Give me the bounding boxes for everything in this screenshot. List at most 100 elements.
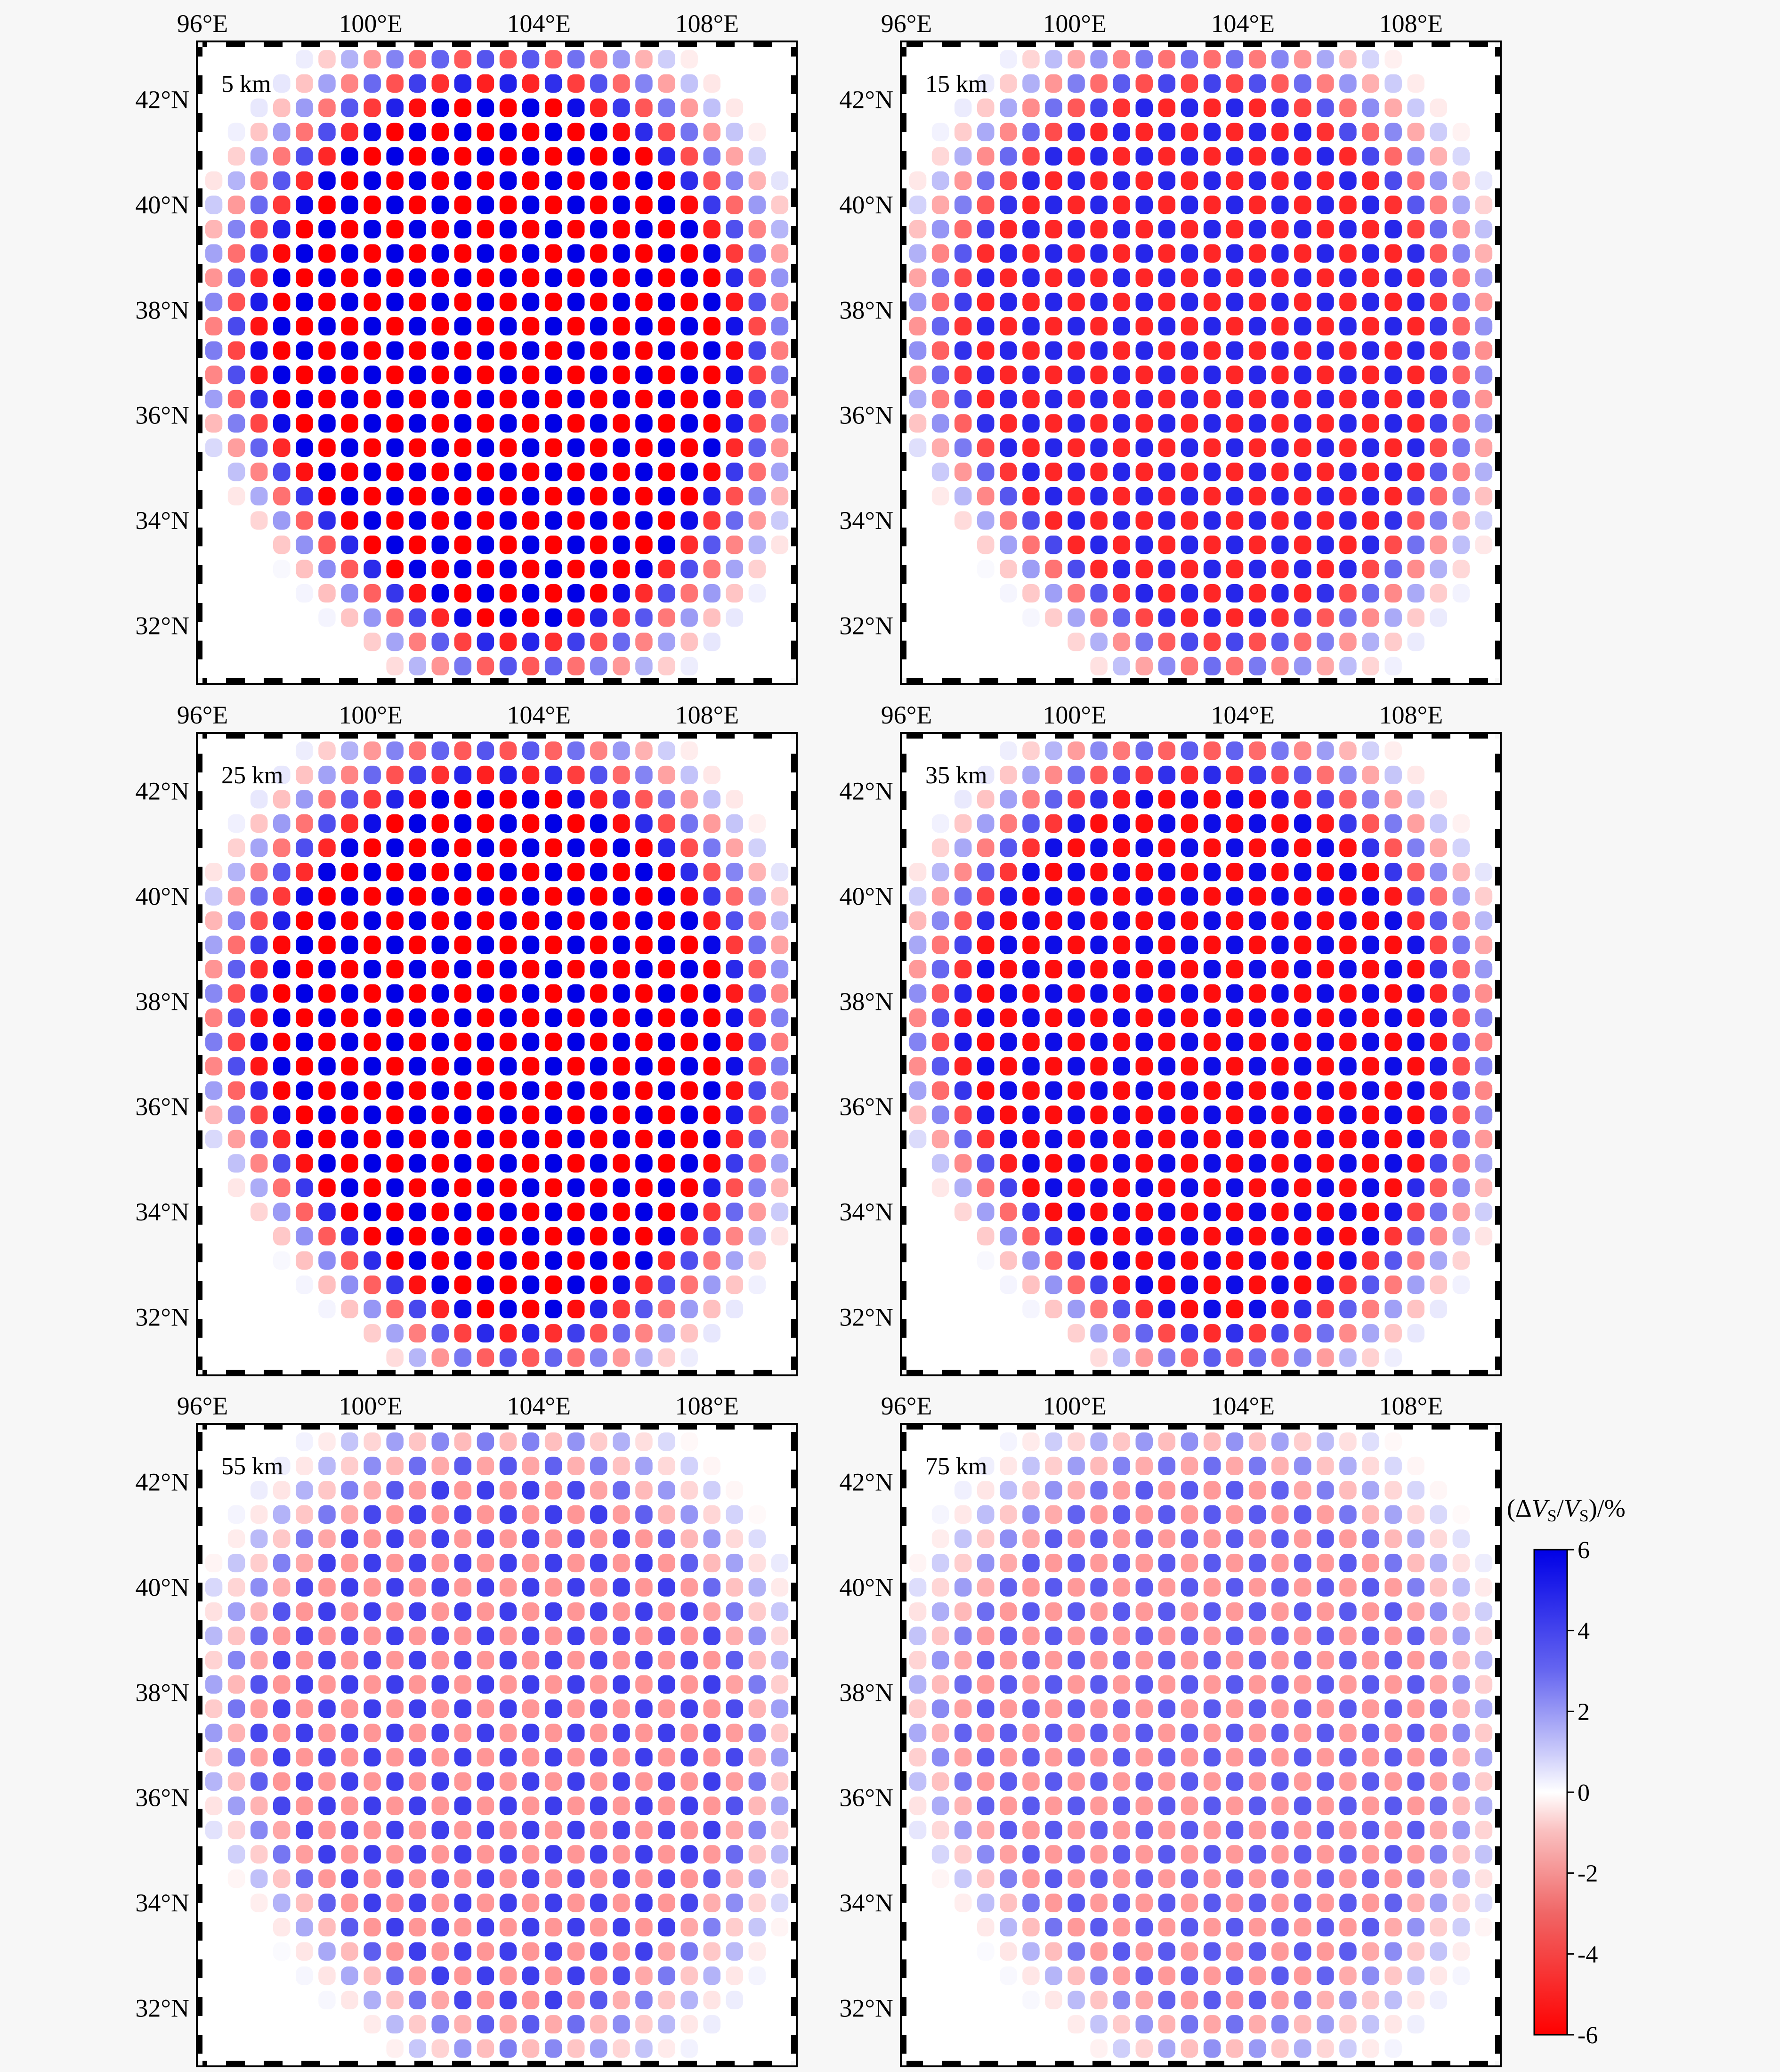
frame-left <box>197 739 202 1370</box>
anomaly-cell <box>1452 790 1470 809</box>
anomaly-cell <box>726 1324 743 1343</box>
anomaly-cell <box>1226 657 1244 675</box>
anomaly-cell <box>748 814 766 833</box>
anomaly-cell <box>954 1772 972 1791</box>
anomaly-cell <box>613 1300 630 1318</box>
anomaly-cell <box>205 1869 223 1888</box>
anomaly-cell <box>954 511 972 530</box>
anomaly-cell <box>227 633 245 651</box>
anomaly-cell <box>1158 657 1176 675</box>
anomaly-cell <box>1000 1505 1017 1524</box>
anomaly-cell <box>273 1251 291 1270</box>
anomaly-cell <box>544 935 562 954</box>
anomaly-cell <box>431 463 449 481</box>
anomaly-cell <box>499 1032 517 1051</box>
anomaly-cell <box>635 2015 653 2034</box>
anomaly-cell <box>409 1869 426 1888</box>
anomaly-cell <box>318 2015 336 2034</box>
anomaly-cell <box>1294 1057 1311 1076</box>
anomaly-cell <box>590 1845 607 1864</box>
anomaly-cell <box>205 511 223 530</box>
anomaly-cell <box>680 1008 698 1027</box>
anomaly-cell <box>771 1203 789 1221</box>
anomaly-cell <box>386 1845 404 1864</box>
anomaly-cell <box>931 438 949 457</box>
anomaly-cell <box>454 171 472 190</box>
anomaly-cell <box>1203 74 1221 93</box>
anomaly-cell <box>1475 414 1493 433</box>
anomaly-cell <box>1203 1324 1221 1343</box>
anomaly-cell <box>1068 1348 1085 1367</box>
anomaly-cell <box>1113 1154 1130 1173</box>
anomaly-cell <box>726 122 743 141</box>
anomaly-cell <box>567 1626 585 1645</box>
anomaly-cell <box>954 1105 972 1124</box>
anomaly-cell <box>977 560 995 578</box>
anomaly-cell <box>1113 1626 1130 1645</box>
anomaly-cell <box>431 765 449 784</box>
anomaly-cell <box>1000 1057 1017 1076</box>
anomaly-cell <box>1158 438 1176 457</box>
anomaly-cell <box>544 984 562 1003</box>
anomaly-cell <box>318 341 336 360</box>
anomaly-cell <box>273 1105 291 1124</box>
anomaly-cell <box>341 560 358 578</box>
anomaly-cell <box>296 1796 313 1815</box>
anomaly-cell <box>250 1869 268 1888</box>
anomaly-cell <box>1248 584 1266 603</box>
anomaly-cell <box>748 98 766 117</box>
frame-bottom <box>202 2061 791 2066</box>
anomaly-cell <box>931 1129 949 1148</box>
anomaly-cell <box>1090 1796 1108 1815</box>
anomaly-cell <box>296 414 313 433</box>
anomaly-cell <box>341 220 358 239</box>
anomaly-cell <box>1271 1772 1289 1791</box>
anomaly-cell <box>658 171 675 190</box>
anomaly-cell <box>1475 74 1493 93</box>
anomaly-cell <box>1090 511 1108 530</box>
anomaly-cell <box>680 984 698 1003</box>
anomaly-cell <box>1430 1057 1447 1076</box>
anomaly-cell <box>1158 1553 1176 1573</box>
anomaly-cell <box>1362 317 1379 336</box>
anomaly-cell <box>544 2015 562 2034</box>
anomaly-cell <box>296 984 313 1003</box>
anomaly-cell <box>522 584 540 603</box>
anomaly-cell <box>1430 1481 1447 1500</box>
anomaly-cell <box>318 293 336 311</box>
anomaly-cell <box>386 74 404 93</box>
anomaly-cell <box>1317 438 1334 457</box>
anomaly-cell <box>613 1942 630 1961</box>
anomaly-cell <box>1090 244 1108 263</box>
anomaly-cell <box>431 293 449 311</box>
anomaly-cell <box>1475 862 1493 882</box>
anomaly-cell <box>273 608 291 627</box>
anomaly-cell <box>703 1481 720 1500</box>
anomaly-cell <box>954 790 972 809</box>
anomaly-cell <box>1271 244 1289 263</box>
anomaly-cell <box>431 790 449 809</box>
anomaly-cell <box>590 1918 607 1937</box>
anomaly-cell <box>1181 438 1198 457</box>
anomaly-cell <box>318 1651 336 1670</box>
anomaly-cell <box>1384 1699 1402 1718</box>
anomaly-cell <box>567 1991 585 2009</box>
anomaly-cell <box>499 171 517 190</box>
anomaly-cell <box>1113 1081 1130 1100</box>
anomaly-cell <box>1045 984 1062 1003</box>
anomaly-cell <box>544 244 562 263</box>
anomaly-cell <box>703 1154 720 1173</box>
anomaly-cell <box>703 1942 720 1961</box>
anomaly-cell <box>205 657 223 675</box>
anomaly-cell <box>613 741 630 760</box>
anomaly-cell <box>318 366 336 384</box>
anomaly-cell <box>658 438 675 457</box>
anomaly-cell <box>1362 1723 1379 1742</box>
anomaly-cell <box>1452 984 1470 1003</box>
anomaly-cell <box>726 1348 743 1367</box>
anomaly-cell <box>1339 838 1357 857</box>
anomaly-cell <box>1452 1081 1470 1100</box>
anomaly-cell <box>590 1154 607 1173</box>
anomaly-cell <box>1090 1324 1108 1343</box>
